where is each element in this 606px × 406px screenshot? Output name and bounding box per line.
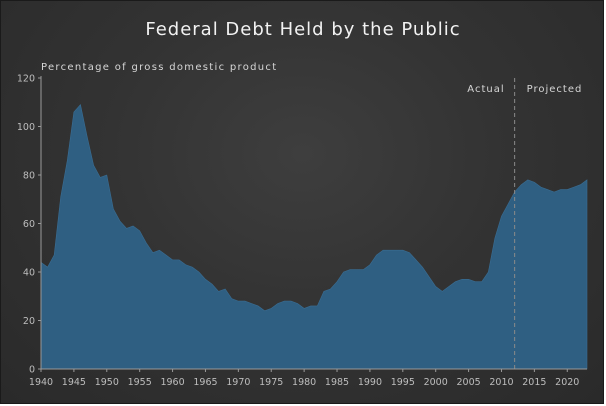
x-tick-label: 2020: [555, 377, 579, 388]
y-tick-label: 0: [29, 365, 35, 376]
chart-title: Federal Debt Held by the Public: [145, 19, 461, 40]
y-tick-label: 40: [23, 268, 35, 279]
x-tick-label: 1985: [325, 377, 349, 388]
y-tick-label: 60: [23, 219, 35, 230]
debt-area: [40, 104, 588, 370]
y-tick-label: 100: [17, 122, 35, 133]
y-tick-label: 120: [17, 74, 35, 85]
y-axis-title: Percentage of gross domestic product: [41, 62, 277, 73]
x-tick-label: 1980: [292, 377, 316, 388]
x-tick-label: 1945: [62, 377, 86, 388]
x-tick-label: 1950: [95, 377, 119, 388]
x-tick-label: 1955: [128, 377, 152, 388]
x-tick-label: 1995: [391, 377, 415, 388]
y-tick-label: 20: [23, 316, 35, 327]
x-tick-label: 1965: [193, 377, 217, 388]
x-tick-label: 2005: [456, 377, 480, 388]
y-tick-label: 80: [23, 171, 35, 182]
x-tick-label: 2010: [489, 377, 513, 388]
x-tick-label: 1975: [259, 377, 283, 388]
region-label-actual: Actual: [467, 84, 504, 95]
x-tick-label: 1990: [358, 377, 382, 388]
x-tick-label: 1960: [160, 377, 184, 388]
x-tick-label: 2000: [424, 377, 448, 388]
x-tick-label: 2015: [522, 377, 546, 388]
region-label-projected: Projected: [527, 84, 583, 95]
x-tick-label: 1940: [29, 377, 53, 388]
x-tick-label: 1970: [226, 377, 250, 388]
